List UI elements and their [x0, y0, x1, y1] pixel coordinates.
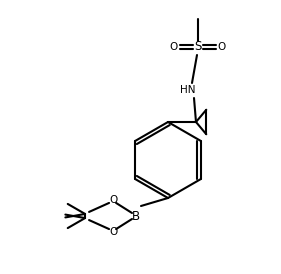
Text: S: S	[194, 41, 202, 53]
Text: O: O	[218, 42, 226, 52]
Text: O: O	[109, 227, 117, 237]
Text: B: B	[132, 210, 140, 222]
Text: O: O	[109, 195, 117, 205]
Text: O: O	[170, 42, 178, 52]
Text: HN: HN	[180, 85, 196, 95]
